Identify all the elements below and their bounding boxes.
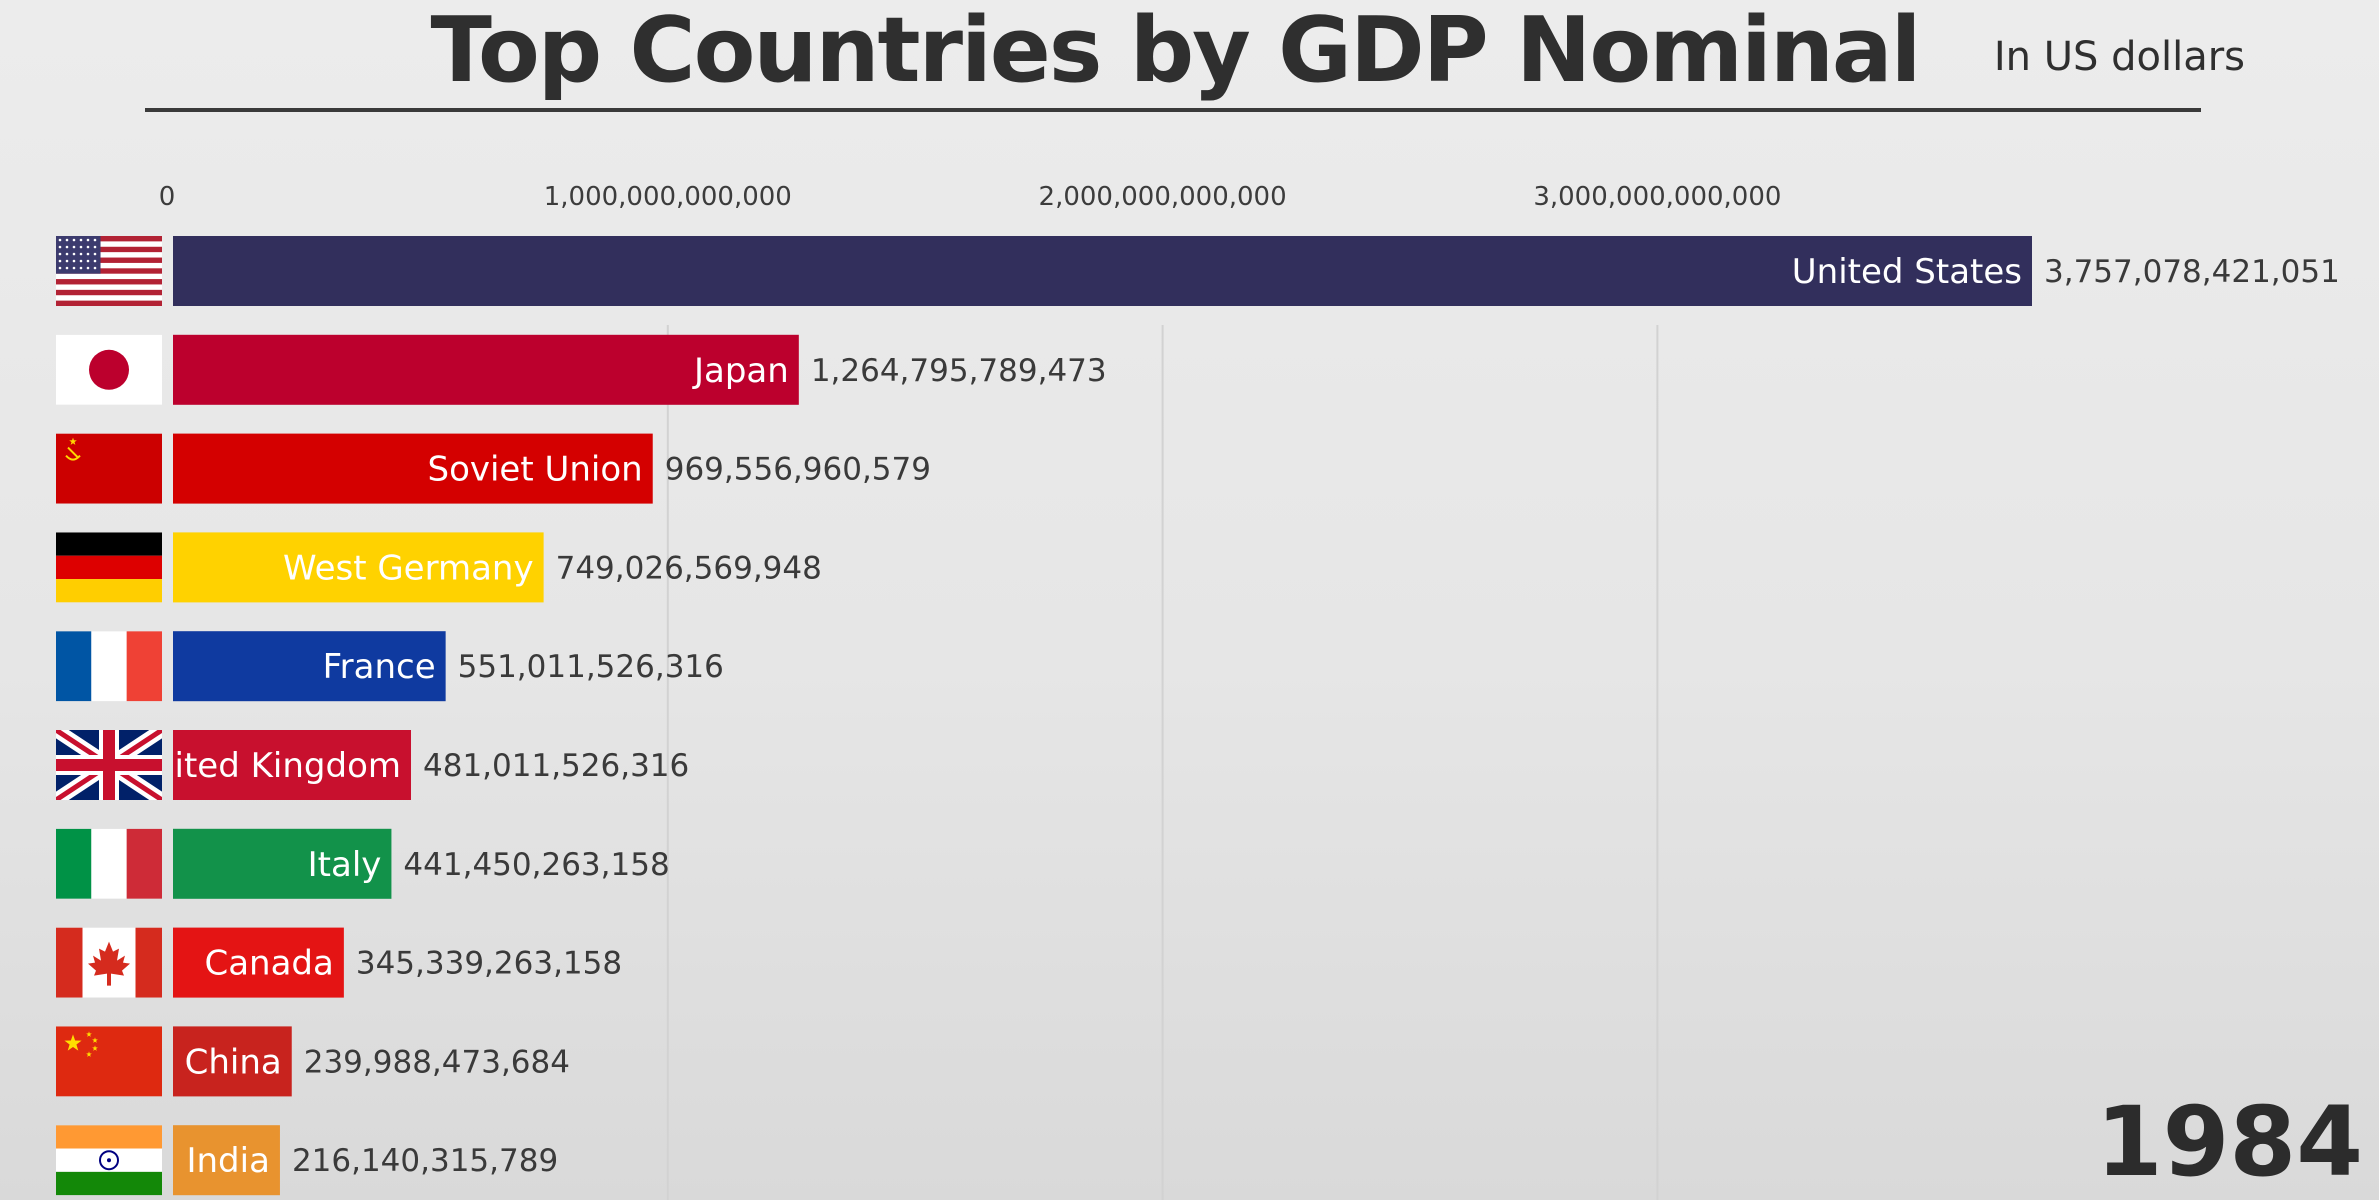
- bar-country-label: France: [323, 647, 436, 687]
- canada-flag-icon: [56, 927, 162, 998]
- france-flag-icon: [56, 631, 162, 702]
- bar-row-india: India 216,140,315,789: [56, 1125, 558, 1196]
- united-kingdom-flag-icon: [56, 730, 162, 800]
- tick-label: 3,000,000,000,000: [1533, 182, 1781, 212]
- bar-country-label: Soviet Union: [427, 450, 642, 490]
- bar: [173, 631, 446, 702]
- bar-country-label: United States: [1792, 252, 2022, 292]
- bar-value-label: 969,556,960,579: [665, 452, 931, 488]
- bar-value-label: 239,988,473,684: [304, 1044, 570, 1080]
- bar: [173, 334, 799, 405]
- china-flag-icon: [56, 1026, 162, 1097]
- bar-value-label: 481,011,526,316: [423, 748, 689, 784]
- bar-value-label: 1,264,795,789,473: [811, 353, 1107, 389]
- bar-value-label: 216,140,315,789: [292, 1143, 558, 1179]
- bar-country-label: India: [186, 1141, 269, 1181]
- bar-country-label: Italy: [308, 845, 382, 885]
- bar: [173, 433, 653, 504]
- bar: [173, 236, 2032, 306]
- bar-row-united-states: United States 3,757,078,421,051: [56, 236, 2340, 306]
- bar-value-label: 749,026,569,948: [556, 550, 822, 586]
- bar: [173, 532, 544, 603]
- tick-label: 1,000,000,000,000: [544, 182, 792, 212]
- india-flag-icon: [56, 1125, 162, 1196]
- soviet-union-flag-icon: [56, 433, 162, 504]
- italy-flag-icon: [56, 828, 162, 899]
- bar-row-china: China 239,988,473,684: [56, 1026, 570, 1097]
- title-divider: [145, 108, 2201, 112]
- bar-row-united-kingdom: United Kingdom 481,011,526,316: [56, 730, 689, 800]
- tick-label: 0: [159, 182, 176, 212]
- bar-value-label: 551,011,526,316: [458, 649, 724, 685]
- x-axis-ticks: 0 1,000,000,000,000 2,000,000,000,000 3,000…: [159, 182, 1782, 212]
- bar-row-canada: Canada 345,339,263,158: [56, 927, 622, 998]
- bar-country-label: Canada: [204, 944, 333, 984]
- west-germany-flag-icon: [56, 532, 162, 603]
- bars: United States 3,757,078,421,051 Japan 1,264…: [56, 236, 2340, 1196]
- bar-country-label: China: [185, 1042, 282, 1082]
- bar: [173, 730, 412, 800]
- bar: [173, 927, 344, 998]
- bar: [173, 828, 392, 899]
- bar-row-japan: Japan 1,264,795,789,473: [56, 334, 1107, 405]
- chart-subtitle: In US dollars: [1993, 34, 2245, 80]
- bar-row-france: France 551,011,526,316: [56, 631, 724, 702]
- tick-label: 2,000,000,000,000: [1039, 182, 1287, 212]
- bar-row-west-germany: West Germany 749,026,569,948: [56, 532, 822, 603]
- bar-row-italy: Italy 441,450,263,158: [56, 828, 670, 899]
- bar-value-label: 345,339,263,158: [356, 946, 622, 982]
- bar-value-label: 3,757,078,421,051: [2044, 254, 2340, 290]
- bar-value-label: 441,450,263,158: [403, 847, 669, 883]
- year-label: 1984: [2095, 1086, 2363, 1198]
- gridlines: [666, 325, 1659, 1200]
- bar: [173, 1026, 292, 1097]
- bar: [173, 1125, 280, 1196]
- chart-title: Top Countries by GDP Nominal: [430, 0, 1922, 103]
- bar-country-label: West Germany: [283, 548, 534, 588]
- united-states-flag-icon: [56, 236, 162, 306]
- japan-flag-icon: [56, 334, 162, 405]
- bar-country-label: Japan: [692, 351, 789, 391]
- bar-country-label: United Kingdom: [128, 746, 401, 786]
- bar-row-soviet-union: Soviet Union 969,556,960,579: [56, 433, 931, 504]
